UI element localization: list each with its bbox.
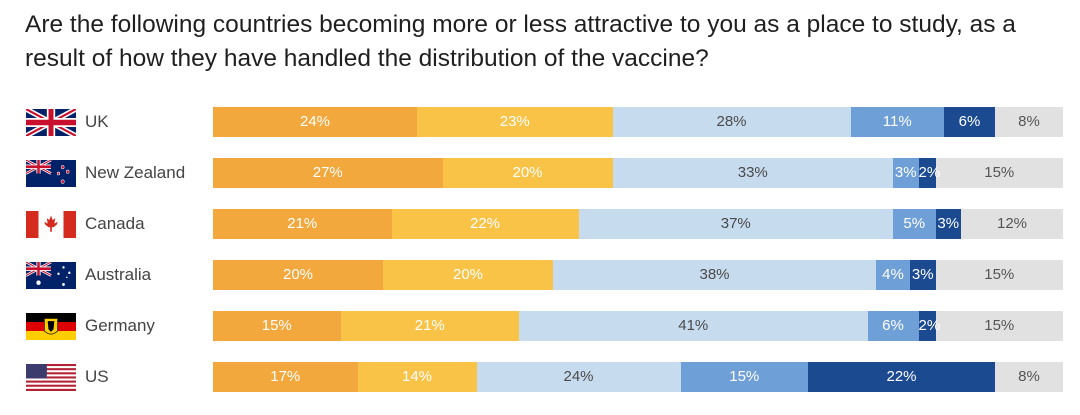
- data-label: 41%: [678, 317, 709, 334]
- stacked-bar: 17% 14% 24% 15% 22% 8%: [213, 362, 1063, 392]
- data-label: 28%: [716, 113, 747, 130]
- bar-segment-more-attractive: 20%: [383, 260, 553, 290]
- bar-segment-less-attractive: 5%: [893, 209, 936, 239]
- data-label: 14%: [401, 368, 433, 385]
- data-label: 21%: [287, 215, 318, 232]
- data-label: 15%: [984, 164, 1015, 181]
- bar-segment-less-attractive: 15%: [680, 362, 808, 392]
- bar-segment-more-attractive: 21%: [340, 311, 519, 341]
- bar-segment-less-attractive: 4%: [876, 260, 910, 290]
- stacked-bar: 21% 22% 37% 5% 3% 12%: [213, 209, 1063, 239]
- chart-row: Germany 15% 21% 41% 6% 2% 15%: [0, 311, 1080, 341]
- bar-segment-much-more-attractive: 20%: [213, 260, 383, 290]
- bar-segment-dont-know: 15%: [935, 158, 1063, 188]
- chart-title: Are the following countries becoming mor…: [25, 11, 1016, 72]
- australia-flag-icon: [26, 262, 76, 289]
- data-label: 24%: [299, 113, 331, 130]
- country-label: Australia: [85, 265, 152, 284]
- bar-segment-more-attractive: 14%: [357, 362, 477, 392]
- data-label: 3%: [937, 215, 960, 232]
- bar-segment-much-less-attractive: 6%: [944, 107, 995, 137]
- new-zealand-flag-icon: [26, 160, 76, 187]
- data-label: 8%: [1018, 113, 1040, 130]
- stacked-bar: 20% 20% 38% 4% 3% 15%: [213, 260, 1063, 290]
- chart-row: UK 24% 23% 28% 11% 6% 8%: [0, 107, 1080, 137]
- data-label: 8%: [1018, 368, 1040, 385]
- data-label: 2%: [918, 164, 941, 181]
- bar-segment-much-less-attractive: 3%: [935, 209, 961, 239]
- data-label: 21%: [414, 317, 445, 334]
- germany-flag-icon: [26, 313, 76, 340]
- stacked-bar: 27% 20% 33% 3% 2% 15%: [213, 158, 1063, 188]
- country-label: UK: [85, 112, 109, 131]
- bar-segment-much-less-attractive: 22%: [808, 362, 995, 392]
- country-label: New Zealand: [85, 163, 186, 182]
- data-label: 11%: [882, 113, 912, 130]
- bar-segment-much-less-attractive: 2%: [918, 158, 940, 188]
- chart-row: Canada 21% 22% 37% 5% 3% 12%: [0, 209, 1080, 239]
- data-label: 22%: [886, 368, 917, 385]
- bar-segment-much-less-attractive: 3%: [910, 260, 936, 290]
- data-label: 38%: [699, 266, 730, 283]
- bar-segment-less-attractive: 11%: [850, 107, 944, 137]
- country-label: US: [85, 367, 109, 386]
- bar-segment-much-more-attractive: 15%: [213, 311, 341, 341]
- chart-row: Australia 20% 20% 38% 4% 3% 15%: [0, 260, 1080, 290]
- data-label: 20%: [512, 164, 543, 181]
- data-label: 2%: [918, 317, 941, 334]
- data-label: 15%: [984, 317, 1015, 334]
- data-label: 6%: [958, 113, 981, 130]
- bar-segment-more-attractive: 22%: [391, 209, 579, 239]
- bar-segment-more-attractive: 20%: [442, 158, 613, 188]
- bar-segment-less-attractive: 3%: [893, 158, 919, 188]
- country-label: Germany: [85, 316, 155, 335]
- uk-flag-icon: [26, 109, 76, 136]
- data-label: 15%: [261, 317, 292, 334]
- data-label: 3%: [911, 266, 934, 283]
- chart-row: US 17% 14% 24% 15% 22% 8%: [0, 362, 1080, 392]
- data-label: 27%: [312, 164, 343, 181]
- data-label: 33%: [737, 164, 768, 181]
- bar-segment-no-change: 37%: [578, 209, 893, 239]
- data-label: 20%: [282, 266, 314, 283]
- bar-segment-less-attractive: 6%: [867, 311, 919, 341]
- bar-segment-much-more-attractive: 24%: [213, 107, 417, 137]
- data-label: 17%: [270, 368, 301, 385]
- data-label: 15%: [984, 266, 1015, 283]
- canada-flag-icon: [26, 211, 76, 238]
- data-label: 6%: [882, 317, 904, 334]
- bar-segment-much-less-attractive: 2%: [918, 311, 940, 341]
- bar-segment-more-attractive: 23%: [417, 107, 613, 137]
- data-label: 4%: [882, 266, 904, 283]
- data-label: 5%: [903, 215, 926, 232]
- data-label: 3%: [894, 164, 917, 181]
- bar-segment-dont-know: 15%: [935, 311, 1063, 341]
- data-label: 23%: [499, 113, 530, 130]
- data-label: 20%: [452, 266, 484, 283]
- us-flag-icon: [26, 364, 76, 391]
- data-label: 37%: [720, 215, 751, 232]
- bar-segment-much-more-attractive: 21%: [213, 209, 392, 239]
- stacked-bar: 24% 23% 28% 11% 6% 8%: [213, 107, 1063, 137]
- bar-segment-no-change: 33%: [612, 158, 893, 188]
- data-label: 15%: [729, 368, 760, 385]
- bar-segment-no-change: 41%: [519, 311, 868, 341]
- bar-segment-much-more-attractive: 17%: [213, 362, 358, 392]
- bar-segment-dont-know: 8%: [995, 362, 1063, 392]
- stacked-bar: 15% 21% 41% 6% 2% 15%: [213, 311, 1063, 341]
- bar-segment-dont-know: 8%: [995, 107, 1063, 137]
- country-label: Canada: [85, 214, 145, 233]
- bar-segment-dont-know: 12%: [961, 209, 1063, 239]
- bar-segment-much-more-attractive: 27%: [213, 158, 443, 188]
- bar-segment-no-change: 24%: [476, 362, 681, 392]
- bar-segment-no-change: 28%: [612, 107, 851, 137]
- chart-row: New Zealand 27% 20% 33% 3% 2% 15%: [0, 158, 1080, 188]
- bar-segment-dont-know: 15%: [935, 260, 1063, 290]
- bar-segment-no-change: 38%: [553, 260, 876, 290]
- data-label: 24%: [563, 368, 594, 385]
- data-label: 22%: [469, 215, 501, 232]
- data-label: 12%: [996, 215, 1028, 232]
